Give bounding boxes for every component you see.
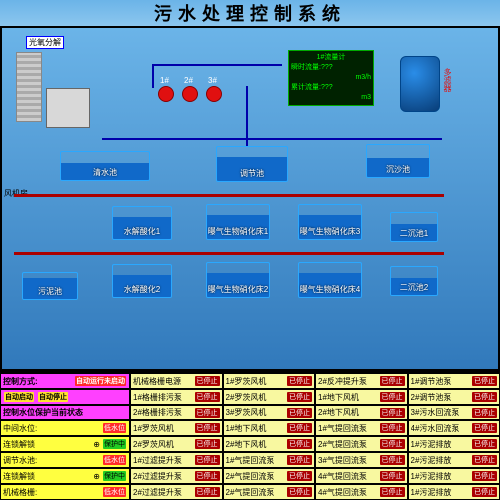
equip-cell[interactable]: 1#气提回流泵已停止 (315, 420, 408, 436)
tank-曝气生物硝化床2: 曝气生物硝化床2 (206, 262, 270, 298)
flow-meter: 1#流量计 瞬时流量:??? m3/h 累计流量:??? m3 (288, 50, 374, 106)
control-mode: 控制方式:自动运行未启动 (0, 373, 130, 389)
pump-3-icon (206, 86, 222, 102)
equip-cell[interactable]: 3#罗茨风机已停止 (223, 405, 316, 420)
equip-cell[interactable]: 1#地下风机已停止 (315, 389, 408, 405)
pump-2-label: 2# (184, 76, 193, 85)
control-row-3: 连锁解锁⊕保护中 (0, 468, 130, 484)
equip-cell[interactable]: 1#罗茨风机已停止 (130, 420, 223, 436)
equip-cell[interactable]: 1#过滤提升泵已停止 (130, 452, 223, 468)
equip-cell[interactable]: 3#气提回流泵已停止 (315, 452, 408, 468)
building-icon (46, 88, 90, 128)
control-auto: 自动启动自动停止 (0, 389, 130, 405)
equip-cell[interactable]: 4#污水回流泵已停止 (408, 420, 500, 436)
equip-cell[interactable]: 1#地下风机已停止 (223, 420, 316, 436)
pump-3-label: 3# (208, 76, 217, 85)
pump-1-label: 1# (160, 76, 169, 85)
tank-曝气生物硝化床4: 曝气生物硝化床4 (298, 262, 362, 298)
tank-沉沙池: 沉沙池 (366, 144, 430, 178)
process-diagram: 光氧分解 1# 2# 3# 1#流量计 瞬时流量:??? m3/h 累计流量:?… (0, 26, 500, 371)
tank-调节池: 调节池 (216, 146, 288, 182)
tank-曝气生物硝化床1: 曝气生物硝化床1 (206, 204, 270, 240)
autostop-button[interactable]: 自动停止 (38, 392, 68, 402)
equip-cell[interactable]: 2#地下风机已停止 (223, 436, 316, 452)
control-row-1: 连锁解锁⊕保护中 (0, 436, 130, 452)
equip-cell[interactable]: 2#气提回流泵已停止 (315, 436, 408, 452)
tank-污泥池: 污泥池 (22, 272, 78, 300)
tank-清水池: 清水池 (60, 151, 150, 181)
equip-cell[interactable]: 4#气提回流泵已停止 (315, 468, 408, 484)
pipe-upper (14, 194, 444, 197)
pipe (152, 64, 282, 66)
equip-cell[interactable]: 2#污泥排放已停止 (408, 452, 500, 468)
equip-cell[interactable]: 1#污泥排放已停止 (408, 468, 500, 484)
equip-cell[interactable]: 2#格栅排污泵已停止 (130, 405, 223, 420)
tank-水解酸化2: 水解酸化2 (112, 264, 172, 298)
equip-cell[interactable]: 2#调节池泵已停止 (408, 389, 500, 405)
equip-cell[interactable]: 2#气提回流泵已停止 (223, 484, 316, 500)
autostart-button[interactable]: 自动启动 (4, 392, 34, 402)
equip-cell[interactable]: 2#罗茨风机已停止 (223, 389, 316, 405)
equip-cell[interactable]: 1#污泥排放已停止 (408, 436, 500, 452)
filter-label: 多滤器 (442, 68, 453, 92)
equip-cell[interactable]: 1#格栅排污泵已停止 (130, 389, 223, 405)
tank-曝气生物硝化床3: 曝气生物硝化床3 (298, 204, 362, 240)
equip-cell[interactable]: 机械格栅电源已停止 (130, 373, 223, 389)
equip-cell[interactable]: 4#气提回流泵已停止 (315, 484, 408, 500)
tank-二沉池2: 二沉池2 (390, 266, 438, 296)
pipe (246, 86, 248, 146)
equip-cell[interactable]: 2#罗茨风机已停止 (130, 436, 223, 452)
tank-二沉池1: 二沉池1 (390, 212, 438, 242)
filter-vessel (400, 56, 440, 112)
pipe (152, 64, 154, 88)
equip-cell[interactable]: 2#过滤提升泵已停止 (130, 484, 223, 500)
control-row-4: 机械格栅:低水位 (0, 484, 130, 500)
equip-cell[interactable]: 3#污水回流泵已停止 (408, 405, 500, 420)
equip-cell[interactable]: 2#反冲提升泵已停止 (315, 373, 408, 389)
control-panel: 控制方式:自动运行未启动机械格栅电源已停止1#罗茨风机已停止2#反冲提升泵已停止… (0, 371, 500, 500)
photolysis-label: 光氧分解 (26, 36, 64, 49)
pump-1-icon (158, 86, 174, 102)
equip-cell[interactable]: 2#气提回流泵已停止 (223, 468, 316, 484)
pipe-main (14, 252, 444, 255)
photolysis-tower (16, 52, 42, 122)
control-row-0: 中间水位:低水位 (0, 420, 130, 436)
control-header2: 控制水位保护当前状态 (0, 405, 130, 420)
pipe-blue (102, 138, 442, 140)
equip-cell[interactable]: 2#地下风机已停止 (315, 405, 408, 420)
equip-cell[interactable]: 1#污泥排放已停止 (408, 484, 500, 500)
equip-cell[interactable]: 2#过滤提升泵已停止 (130, 468, 223, 484)
tank-水解酸化1: 水解酸化1 (112, 206, 172, 240)
pump-2-icon (182, 86, 198, 102)
equip-cell[interactable]: 1#罗茨风机已停止 (223, 373, 316, 389)
page-title: 污水处理控制系统 (0, 0, 500, 26)
equip-cell[interactable]: 1#调节池泵已停止 (408, 373, 500, 389)
control-row-2: 调节水池:低水位 (0, 452, 130, 468)
meter-title: 1#流量计 (291, 53, 371, 63)
equip-cell[interactable]: 1#气提回流泵已停止 (223, 452, 316, 468)
